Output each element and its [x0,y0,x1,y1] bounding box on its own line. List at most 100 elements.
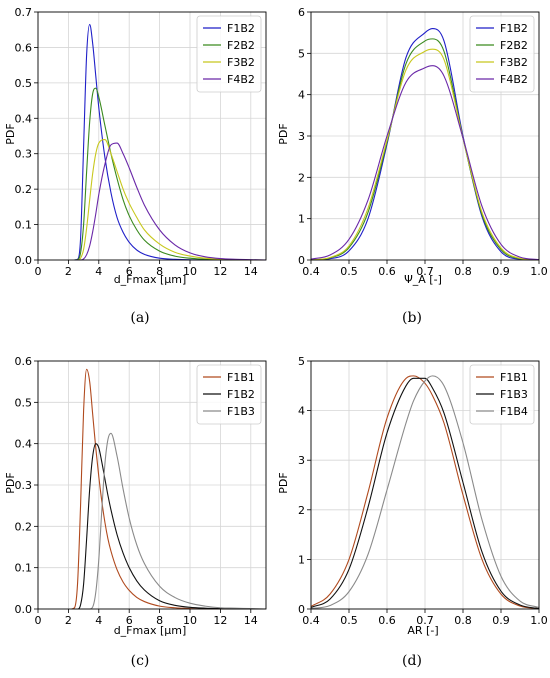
legend-label: F2B2 [227,39,255,52]
x-tick-label: 0.5 [340,614,358,627]
axes-frame [310,11,540,261]
y-tick-label: 0.2 [15,520,33,533]
y-tick-label: 0.3 [15,148,33,161]
legend-label: F3B2 [227,56,255,69]
x-tick-label: 14 [244,614,258,627]
panel-caption: (b) [402,310,422,326]
x-tick-label: 2 [65,265,72,278]
y-tick-label: 0.7 [15,6,33,19]
x-tick-label: 10 [183,614,197,627]
y-tick-label: 0.3 [15,479,33,492]
x-tick-label: 0.6 [378,265,396,278]
x-tick-label: 8 [156,614,163,627]
x-tick-label: 0.4 [302,265,320,278]
panel-caption: (c) [131,653,150,669]
legend-label: F1B3 [500,388,528,401]
y-tick-label: 6 [298,6,305,19]
axes-frame [37,360,267,610]
series-line-f1b3 [310,377,540,610]
y-tick-label: 0 [298,603,305,616]
legend-box [196,15,262,93]
y-tick-label: 0.1 [15,219,33,232]
y-axis-label: PDF [277,472,290,493]
y-tick-label: 4 [298,405,305,418]
y-tick-label: 0.1 [15,562,33,575]
y-tick-label: 0.6 [15,41,33,54]
y-tick-label: 1 [298,213,305,226]
x-axis-label: Ψ_A [-] [404,273,442,286]
y-axis-label: PDF [4,123,17,144]
x-tick-label: 6 [126,614,133,627]
legend-label: F1B2 [227,388,255,401]
x-tick-label: 0.5 [340,265,358,278]
series-line-f1b1 [310,375,540,610]
legend-label: F4B2 [227,73,255,86]
x-axis-label: d_Fmax [µm] [114,624,187,637]
y-tick-label: 0 [298,254,305,267]
panel-a: 0 2 4 6 8 10 12 14 0.0 0.1 0.2 0.3 0.4 0.5 0.6 0.7 F1B2 F… [4,6,267,326]
series-line-f1b4 [310,375,540,610]
y-tick-label: 5 [298,355,305,368]
y-axis-label: PDF [277,123,290,144]
x-tick-label: 6 [126,265,133,278]
series-line-f1b2 [71,443,266,610]
x-tick-label: 0.8 [454,265,472,278]
panel-c: 0 2 4 6 8 10 12 14 0.0 0.1 0.2 0.3 0.4 0.5 0.6 F1B1 F1B2… [4,355,267,669]
x-tick-label: 0.4 [302,614,320,627]
legend-label: F4B2 [500,73,528,86]
y-tick-label: 0.2 [15,183,33,196]
x-tick-label: 0.7 [416,614,434,627]
panel-d: 0.4 0.5 0.6 0.7 0.8 0.9 1.0 0 1 2 3 4 5 F1B1 F1B3 F1B4 P… [277,355,548,669]
legend-label: F3B2 [500,56,528,69]
series-line-f2b2 [310,38,540,261]
legend-label: F1B1 [500,371,528,384]
series-line-f3b2 [310,48,540,261]
y-tick-label: 4 [298,89,305,102]
y-tick-label: 0.0 [15,603,33,616]
x-tick-label: 14 [244,265,258,278]
x-tick-label: 10 [183,265,197,278]
x-tick-label: 4 [95,265,102,278]
x-tick-label: 0.9 [492,614,510,627]
legend-label: F1B2 [227,22,255,35]
series-line-f1b3 [71,432,267,610]
x-tick-label: 12 [213,265,227,278]
x-tick-label: 0.7 [416,265,434,278]
legend-label: F1B2 [500,22,528,35]
x-tick-label: 0.9 [492,265,510,278]
axes-frame [310,360,540,610]
x-tick-label: 4 [95,614,102,627]
x-axis-label: AR [-] [407,624,438,637]
y-tick-label: 0.0 [15,254,33,267]
y-tick-label: 0.5 [15,396,33,409]
legend-label: F1B3 [227,405,255,418]
y-axis-label: PDF [4,472,17,493]
y-tick-label: 0.5 [15,77,33,90]
series-line-f4b2 [310,65,540,261]
legend-box [469,15,535,93]
legend-label: F1B4 [500,405,528,418]
x-tick-label: 0.6 [378,614,396,627]
x-tick-label: 0 [35,614,42,627]
y-tick-label: 0.6 [15,355,33,368]
x-tick-label: 1.0 [530,614,548,627]
axes-frame [37,11,267,261]
series-line-f2b2 [74,87,266,261]
y-tick-label: 5 [298,47,305,60]
series-line-f1b2 [310,27,540,261]
x-tick-label: 12 [213,614,227,627]
y-tick-label: 1 [298,553,305,566]
x-tick-label: 8 [156,265,163,278]
panel-b: 0.4 0.5 0.6 0.7 0.8 0.9 1.0 0 1 2 3 4 5 6 F1B2 F2B2 F3B2… [277,6,548,326]
x-tick-label: 1.0 [530,265,548,278]
y-tick-label: 3 [298,454,305,467]
y-tick-label: 0.4 [15,112,33,125]
x-tick-label: 2 [65,614,72,627]
series-line-f4b2 [74,142,267,261]
legend-box [469,364,535,425]
y-tick-label: 3 [298,130,305,143]
y-tick-label: 0.4 [15,438,33,451]
panel-caption: (d) [402,653,422,669]
y-tick-label: 2 [298,171,305,184]
